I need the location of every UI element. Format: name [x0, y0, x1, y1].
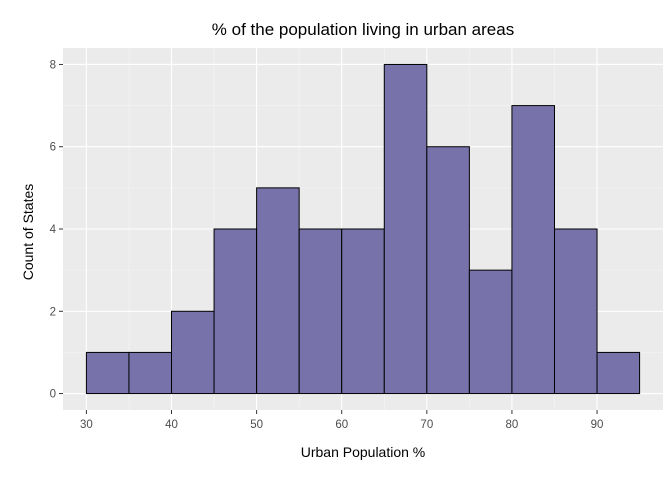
histogram-bar: [596, 351, 641, 395]
x-tick-label: 40: [165, 419, 178, 431]
x-axis-ticks: 30 40 50 60 70 80 90: [80, 410, 603, 431]
y-tick-label: 2: [50, 306, 56, 318]
histogram-bar: [298, 228, 343, 395]
histogram-bar: [256, 187, 300, 395]
x-tick-label: 70: [420, 419, 433, 431]
histogram-bar: [468, 269, 513, 395]
x-tick-label: 60: [335, 419, 348, 431]
histogram-bar: [341, 228, 385, 395]
histogram-bar: [553, 228, 598, 395]
histogram-bar: [171, 310, 215, 395]
y-axis-title: Count of States: [20, 184, 36, 281]
histogram-bar: [511, 105, 555, 395]
x-tick-label: 50: [250, 419, 263, 431]
histogram-bar: [426, 146, 470, 395]
histogram-bars: [85, 63, 641, 395]
x-tick-label: 30: [80, 419, 93, 431]
x-axis-title: Urban Population %: [301, 444, 426, 460]
y-tick-label: 6: [50, 142, 56, 154]
histogram-bar: [213, 228, 258, 395]
y-tick-label: 0: [50, 389, 56, 401]
histogram-bar: [85, 351, 130, 395]
x-tick-label: 90: [591, 419, 604, 431]
y-axis-ticks: 0 2 4 6 8: [50, 59, 63, 401]
y-tick-label: 4: [50, 224, 57, 236]
histogram-bar: [128, 351, 173, 395]
y-tick-label: 8: [50, 59, 56, 71]
chart-title: % of the population living in urban area…: [212, 20, 514, 39]
x-tick-label: 80: [506, 419, 519, 431]
histogram-bar: [383, 63, 428, 395]
